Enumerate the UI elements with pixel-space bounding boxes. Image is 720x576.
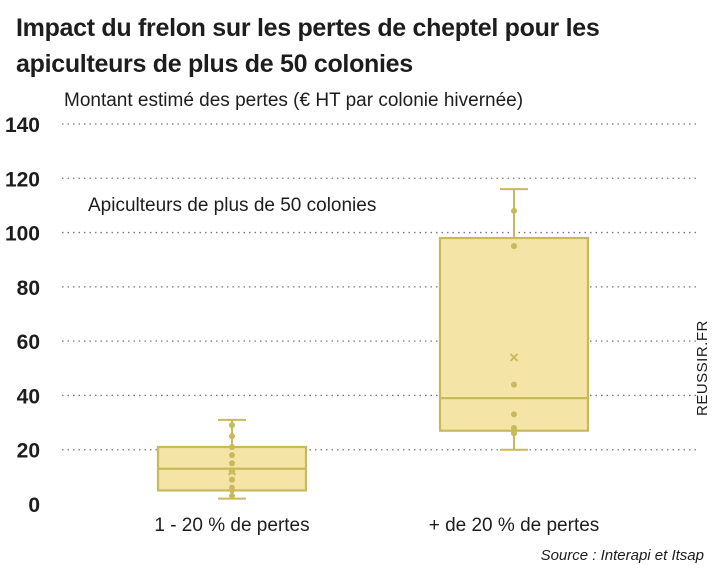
box-group xyxy=(438,188,590,451)
mean-marker xyxy=(509,353,519,362)
data-point xyxy=(511,430,517,437)
y-tick-label: 0 xyxy=(28,494,40,517)
chart-annotation: Apiculteurs de plus de 50 colonies xyxy=(88,195,376,216)
data-point xyxy=(229,484,235,491)
box-group xyxy=(156,418,308,500)
data-point xyxy=(229,476,235,483)
data-point xyxy=(229,492,235,499)
data-point xyxy=(229,460,235,467)
source-note: Source : Interapi et Itsap xyxy=(540,547,704,564)
watermark: REUSSIR.FR xyxy=(694,320,711,416)
data-point xyxy=(511,207,517,214)
data-point xyxy=(511,243,517,250)
iqr-box xyxy=(438,236,590,432)
data-point xyxy=(511,381,517,388)
y-tick-label: 20 xyxy=(17,440,40,463)
data-point xyxy=(229,433,235,440)
data-point xyxy=(511,425,517,431)
y-axis-label: Montant estimé des pertes (€ HT par colo… xyxy=(64,90,524,111)
y-tick-label: 60 xyxy=(17,331,40,354)
category-label: + de 20 % de pertes xyxy=(429,515,600,536)
grid-lines xyxy=(62,123,696,451)
y-tick-label: 80 xyxy=(17,277,40,300)
boxes xyxy=(156,188,590,500)
chart-title: Impact du frelon sur les pertes de chept… xyxy=(16,14,600,78)
data-point xyxy=(511,411,517,418)
y-tick-label: 40 xyxy=(17,385,40,408)
mean-marker xyxy=(227,467,237,476)
y-tick-label: 100 xyxy=(5,223,40,246)
data-point xyxy=(229,422,235,429)
data-point xyxy=(229,444,235,450)
data-point xyxy=(229,452,235,459)
category-label: 1 - 20 % de pertes xyxy=(154,515,309,536)
y-tick-labels: 0 20 40 60 80 100 120 140 xyxy=(5,114,40,517)
y-tick-label: 120 xyxy=(5,168,40,191)
y-tick-label: 140 xyxy=(5,114,40,137)
category-labels: 1 - 20 % de pertes + de 20 % de pertes xyxy=(154,515,599,536)
